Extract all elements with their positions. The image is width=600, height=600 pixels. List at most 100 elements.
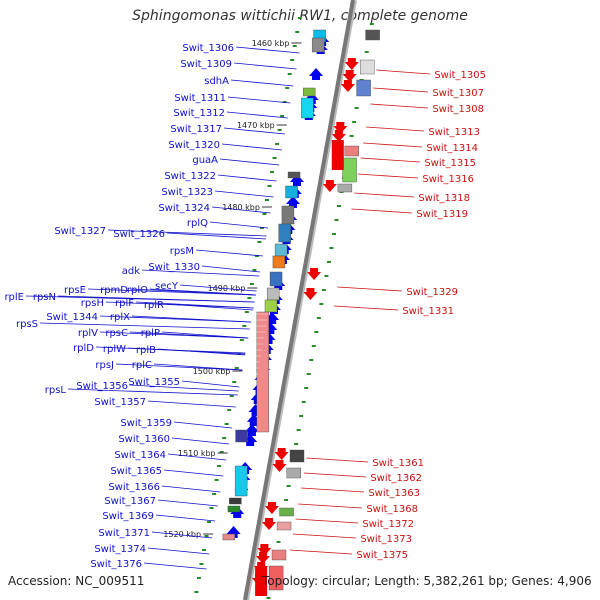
gene-block xyxy=(271,549,287,561)
gene-label[interactable]: rplD xyxy=(73,343,94,354)
gene-label[interactable]: rplP xyxy=(141,328,160,339)
gene-arrow xyxy=(307,268,322,280)
gene-label[interactable]: Swit_1308 xyxy=(432,104,484,115)
gene-block xyxy=(360,59,375,75)
gene-label[interactable]: rplR xyxy=(144,300,164,311)
gene-label[interactable]: Swit_1365 xyxy=(110,466,162,477)
gene-label[interactable]: rplE xyxy=(4,292,24,303)
gene-label[interactable]: rpsC xyxy=(105,328,128,339)
genome-backbone xyxy=(243,0,355,600)
gene-label[interactable]: rpsH xyxy=(81,298,104,309)
gene-label[interactable]: rplX xyxy=(110,312,130,323)
gene-label[interactable]: rplB xyxy=(136,345,156,356)
gene-label[interactable]: rplQ xyxy=(187,218,208,229)
gene-label[interactable]: rpsJ xyxy=(95,360,114,371)
gene-label[interactable]: Swit_1330 xyxy=(148,262,200,273)
gene-label[interactable]: Swit_1355 xyxy=(128,377,180,388)
gene-label[interactable]: Swit_1363 xyxy=(368,488,420,499)
gene-label[interactable]: Swit_1362 xyxy=(370,473,422,484)
gene-label[interactable]: Swit_1364 xyxy=(114,450,166,461)
topology-text: Topology: circular; Length: 5,382,261 bp… xyxy=(262,574,592,588)
gene-block xyxy=(301,97,314,119)
gene-label[interactable]: Swit_1314 xyxy=(426,143,478,154)
gene-arrow xyxy=(331,130,346,142)
gene-label[interactable]: Swit_1319 xyxy=(416,209,468,220)
gene-label[interactable]: Swit_1371 xyxy=(98,528,150,539)
gene-label[interactable]: Swit_1324 xyxy=(158,203,210,214)
gene-label[interactable]: Swit_1312 xyxy=(173,108,225,119)
gene-label[interactable]: Swit_1309 xyxy=(180,59,232,70)
gene-label[interactable]: rpmD xyxy=(100,285,128,296)
gene-label[interactable]: sdhA xyxy=(204,76,229,87)
gene-arrow xyxy=(303,288,318,300)
gene-label[interactable]: Swit_1375 xyxy=(356,550,408,561)
gene-block xyxy=(342,157,357,183)
scale-label: 1460 kbp xyxy=(252,39,290,48)
gene-arrow xyxy=(286,196,300,208)
gene-label[interactable]: Swit_1360 xyxy=(118,434,170,445)
gene-label[interactable]: rplF xyxy=(115,298,134,309)
gene-arrow xyxy=(344,58,359,70)
gene-label[interactable]: Swit_1374 xyxy=(94,544,146,555)
gene-block xyxy=(286,467,301,479)
gene-label[interactable]: Swit_1344 xyxy=(46,312,98,323)
gene-label[interactable]: Swit_1356 xyxy=(76,381,128,392)
gene-label[interactable]: Swit_1369 xyxy=(102,511,154,522)
gene-block xyxy=(278,223,291,243)
gene-label[interactable]: Swit_1326 xyxy=(113,229,165,240)
gene-label[interactable]: Swit_1317 xyxy=(170,124,222,135)
gene-arrow xyxy=(243,434,258,446)
gene-label[interactable]: Swit_1357 xyxy=(94,397,146,408)
gene-label[interactable]: Swit_1366 xyxy=(108,482,160,493)
gene-label[interactable]: rplO xyxy=(127,285,148,296)
scale-label: 1500 kbp xyxy=(193,367,231,376)
gene-label[interactable]: Swit_1313 xyxy=(428,127,480,138)
accession-text: Accession: NC_009511 xyxy=(8,574,145,588)
gene-label[interactable]: Swit_1307 xyxy=(432,88,484,99)
gene-block xyxy=(227,505,241,513)
gene-label[interactable]: rpsE xyxy=(64,285,86,296)
gene-label[interactable]: Swit_1361 xyxy=(372,458,424,469)
gene-label[interactable]: Swit_1368 xyxy=(366,504,418,515)
gene-label[interactable]: Swit_1306 xyxy=(182,43,234,54)
reverse-features xyxy=(251,29,380,596)
gene-arrow xyxy=(255,552,270,564)
gene-label[interactable]: Swit_1327 xyxy=(54,226,106,237)
gene-label[interactable]: rplV xyxy=(78,328,98,339)
gene-label[interactable]: Swit_1322 xyxy=(164,171,216,182)
gene-arrow xyxy=(264,502,279,514)
gene-label[interactable]: rpsL xyxy=(45,385,67,396)
gene-block xyxy=(287,171,301,179)
gene-label[interactable]: Swit_1376 xyxy=(90,559,142,570)
gene-label[interactable]: Swit_1329 xyxy=(406,287,458,298)
gene-label[interactable]: rpsM xyxy=(170,246,194,257)
gene-label[interactable]: rplC xyxy=(132,360,152,371)
gene-label[interactable]: Swit_1311 xyxy=(174,93,226,104)
gene-label[interactable]: rpsN xyxy=(33,292,56,303)
gene-arrow xyxy=(342,70,357,82)
gene-label[interactable]: secY xyxy=(155,281,179,292)
gene-label[interactable]: Swit_1331 xyxy=(402,306,454,317)
gene-label[interactable]: Swit_1316 xyxy=(422,174,474,185)
forward-features xyxy=(222,29,330,541)
gene-label[interactable]: Swit_1320 xyxy=(168,140,220,151)
gene-label[interactable]: Swit_1359 xyxy=(120,418,172,429)
gene-block xyxy=(344,145,359,157)
gene-label[interactable]: rpsS xyxy=(16,319,38,330)
gene-label[interactable]: rplW xyxy=(103,344,126,355)
gene-block xyxy=(302,87,316,97)
left-gene-labels: Swit_1306 Swit_1309 sdhA Swit_1311 Swit_1312… xyxy=(4,43,300,570)
gene-arrow xyxy=(340,80,355,92)
gene-label[interactable]: Swit_1373 xyxy=(360,534,412,545)
gene-label[interactable]: Swit_1372 xyxy=(362,519,414,530)
gene-block xyxy=(337,183,353,193)
gene-label[interactable]: Swit_1305 xyxy=(434,70,486,81)
gene-label[interactable]: guaA xyxy=(192,155,218,166)
gene-label[interactable]: Swit_1318 xyxy=(418,193,470,204)
gene-label[interactable]: Swit_1315 xyxy=(424,158,476,169)
gene-label[interactable]: adk xyxy=(122,266,140,277)
gene-arrow xyxy=(244,424,259,436)
gene-label[interactable]: Swit_1323 xyxy=(161,187,213,198)
gene-label[interactable]: Swit_1367 xyxy=(104,496,156,507)
